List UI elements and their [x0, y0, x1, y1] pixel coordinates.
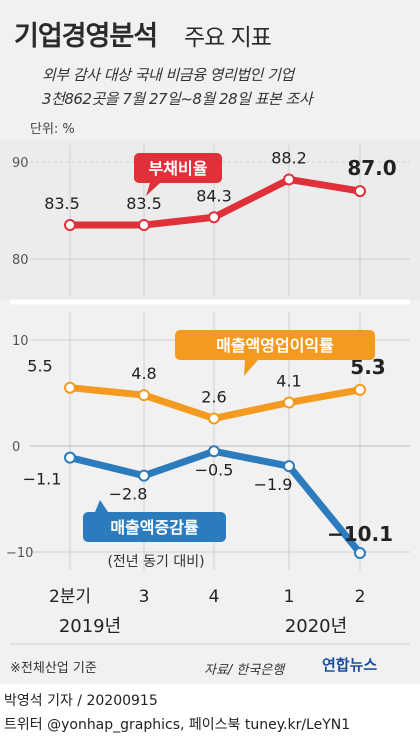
- legend-sales-growth-label: 매출액증감률: [110, 518, 199, 537]
- credit-social: 트위터 @yonhap_graphics, 페이스북 tuney.kr/LeYN…: [4, 717, 351, 733]
- data-point: [138, 219, 150, 232]
- legend-debt-ratio-pointer: [146, 183, 160, 196]
- data-point: [354, 547, 366, 560]
- data-label: −1.1: [23, 470, 62, 489]
- data-point: [283, 173, 295, 186]
- data-label: −2.8: [109, 485, 148, 504]
- data-point: [208, 412, 220, 425]
- data-point: [283, 460, 295, 473]
- description-line-1: 외부 감사 대상 국내 비금융 영리법인 기업: [42, 66, 294, 84]
- credit-reporter: 박영석 기자 / 20200915: [4, 693, 158, 709]
- description-line-2: 3천862곳을 7월 27일~8월 28일 표본 조사: [42, 90, 313, 108]
- credit-bar: 박영석 기자 / 20200915 트위터 @yonhap_graphics, …: [0, 684, 420, 750]
- data-label: −10.1: [327, 522, 393, 546]
- legend-debt-ratio-box: [134, 153, 222, 183]
- data-label: −1.9: [254, 475, 293, 494]
- legend-sales-growth-note: (전년 동기 대비): [107, 554, 204, 570]
- data-point: [138, 469, 150, 482]
- data-label: 83.5: [44, 194, 80, 213]
- data-label: 4.1: [276, 372, 301, 391]
- x-group-label: 2020년: [285, 616, 347, 637]
- legend-sales-growth-pointer: [95, 500, 108, 512]
- x-tick-label: 3: [139, 587, 150, 607]
- y-tick-label: 10: [12, 334, 29, 349]
- page-title: 기업경영분석: [14, 21, 158, 52]
- data-label: 87.0: [347, 156, 396, 180]
- data-label: 4.8: [131, 364, 156, 383]
- data-point: [64, 451, 76, 464]
- y-tick-label: 90: [12, 156, 29, 171]
- data-point: [64, 219, 76, 232]
- data-point: [138, 389, 150, 402]
- unit-label: 단위: %: [30, 122, 75, 137]
- y-tick-label: 0: [12, 440, 20, 455]
- source-note: 자료/ 한국은행: [204, 663, 285, 678]
- footnote: ※전체산업 기준: [10, 661, 97, 676]
- y-tick-label: −10: [6, 546, 33, 561]
- data-label: 84.3: [196, 186, 232, 205]
- page-subtitle: 주요 지표: [184, 25, 272, 51]
- data-label: 88.2: [271, 148, 307, 167]
- legend-debt-ratio: 부채비율: [134, 153, 222, 196]
- data-label: 5.5: [27, 357, 52, 376]
- legend-operating-margin-pointer: [244, 360, 258, 376]
- data-label: 83.5: [126, 194, 162, 213]
- x-group-label: 2019년: [59, 616, 121, 637]
- legend-sales-growth: 매출액증감률: [83, 500, 226, 542]
- brand-logo-text: 연합뉴스: [322, 656, 378, 674]
- x-tick-label: 2분기: [49, 587, 91, 607]
- data-point: [64, 381, 76, 394]
- legend-operating-margin-label: 매출액영업이익률: [216, 336, 334, 355]
- x-tick-label: 2: [355, 587, 366, 607]
- data-point: [208, 211, 220, 224]
- data-point: [354, 383, 366, 396]
- legend-operating-margin: 매출액영업이익률: [175, 330, 375, 376]
- legend-operating-margin-box: [175, 330, 375, 360]
- data-label: 2.6: [201, 387, 226, 406]
- data-label: −0.5: [195, 460, 234, 479]
- data-point: [354, 185, 366, 198]
- data-point: [283, 396, 295, 409]
- x-tick-label: 1: [284, 587, 295, 607]
- y-tick-label: 80: [12, 253, 29, 268]
- legend-debt-ratio-label: 부채비율: [149, 159, 208, 178]
- data-point: [208, 445, 220, 458]
- legend-sales-growth-box: [83, 512, 226, 542]
- x-tick-label: 4: [209, 587, 220, 607]
